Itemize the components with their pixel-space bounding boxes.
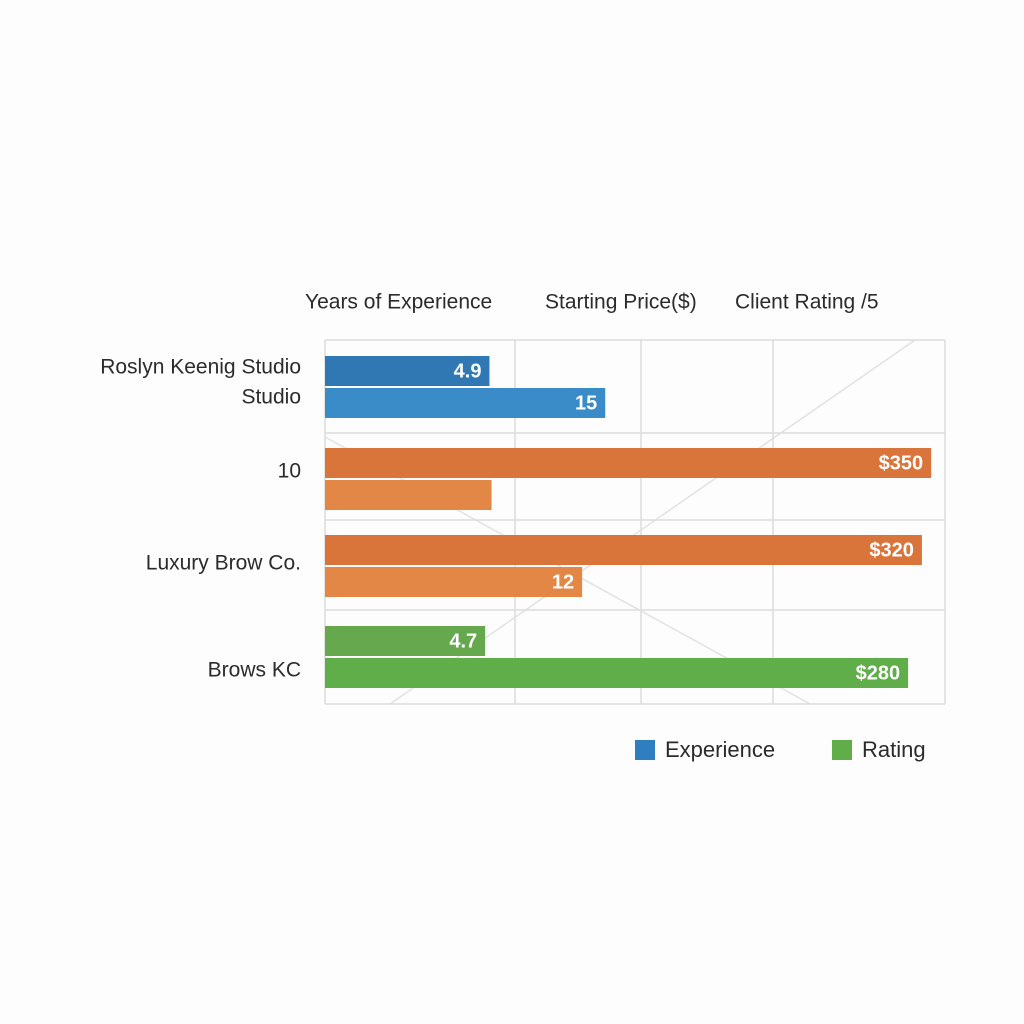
bar [325,356,490,386]
data-label: $350 [879,452,924,474]
bar [325,626,486,656]
data-label: 12 [552,571,574,593]
category-label: Studio [241,386,301,409]
category-label: Roslyn Keenig Studio [100,356,301,379]
legend-swatch [635,740,655,760]
column-header: Starting Price($) [545,291,697,314]
data-label: 15 [575,392,597,414]
legend-swatch [832,740,852,760]
category-label: Luxury Brow Co. [146,552,301,575]
legend-label: Rating [862,737,926,762]
data-label: $280 [856,662,901,684]
bar [325,388,606,418]
bar [325,567,583,597]
legend-label: Experience [665,737,775,762]
bar [325,448,932,478]
bar [325,658,909,688]
bar [325,535,922,565]
bar [325,480,492,510]
column-header: Years of Experience [305,291,492,314]
data-label: $320 [869,539,914,561]
category-label: Brows KC [208,659,301,682]
category-label: 10 [278,460,301,483]
data-label: 4.7 [449,630,477,652]
data-label: 4.9 [454,360,482,382]
column-header: Client Rating /5 [735,291,879,314]
